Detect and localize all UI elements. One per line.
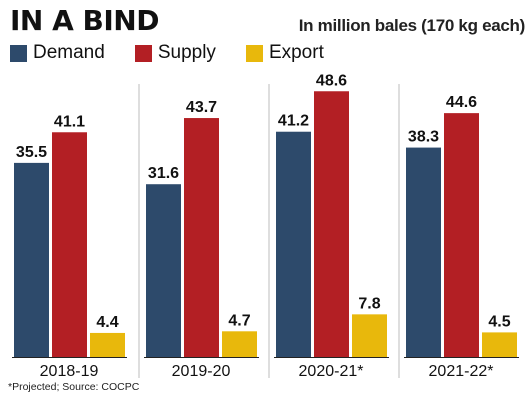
value-label-export-0: 4.4: [96, 314, 118, 331]
value-label-supply-1: 43.7: [186, 99, 217, 116]
bar-export-0: [90, 332, 125, 357]
category-label-3: 2021-22*: [429, 363, 494, 380]
legend-item-supply: Supply: [134, 42, 216, 64]
value-label-export-3: 4.5: [488, 313, 510, 330]
value-label-export-2: 7.8: [358, 295, 380, 312]
bar-supply-3: [444, 113, 479, 358]
legend-label-demand: Demand: [33, 42, 105, 63]
category-label-2: 2020-21*: [299, 363, 364, 380]
value-label-demand-0: 35.5: [16, 144, 47, 161]
legend-swatch-supply: [134, 44, 152, 62]
value-label-supply-3: 44.6: [446, 94, 477, 111]
bar-demand-2: [276, 131, 311, 357]
bar-supply-0: [52, 132, 87, 357]
value-label-demand-2: 41.2: [278, 113, 309, 130]
category-label-0: 2018-19: [40, 363, 99, 380]
value-label-supply-0: 41.1: [54, 113, 85, 130]
legend-item-demand: Demand: [10, 42, 105, 64]
bar-export-3: [482, 332, 517, 357]
bar-export-2: [352, 314, 387, 357]
bar-export-1: [222, 331, 257, 357]
bar-supply-2: [314, 91, 349, 358]
legend-swatch-demand: [10, 44, 27, 62]
footnote: *Projected; Source: COCPC: [8, 381, 140, 393]
value-label-supply-2: 48.6: [316, 72, 347, 89]
value-label-demand-3: 38.3: [408, 129, 439, 146]
bar-demand-3: [406, 147, 441, 357]
bar-supply-1: [184, 118, 219, 357]
bar-demand-1: [146, 184, 181, 357]
chart-subtitle: In million bales (170 kg each): [298, 16, 526, 35]
legend-label-export: Export: [268, 42, 324, 63]
value-label-demand-1: 31.6: [148, 165, 179, 182]
legend: Demand Supply Export: [10, 42, 354, 64]
value-label-export-1: 4.7: [228, 312, 250, 329]
chart-title: IN A BIND: [10, 4, 159, 37]
legend-label-supply: Supply: [157, 42, 216, 63]
bar-demand-0: [14, 162, 49, 357]
category-label-1: 2019-20: [172, 363, 231, 380]
legend-swatch-export: [245, 44, 263, 62]
legend-item-export: Export: [245, 42, 324, 64]
